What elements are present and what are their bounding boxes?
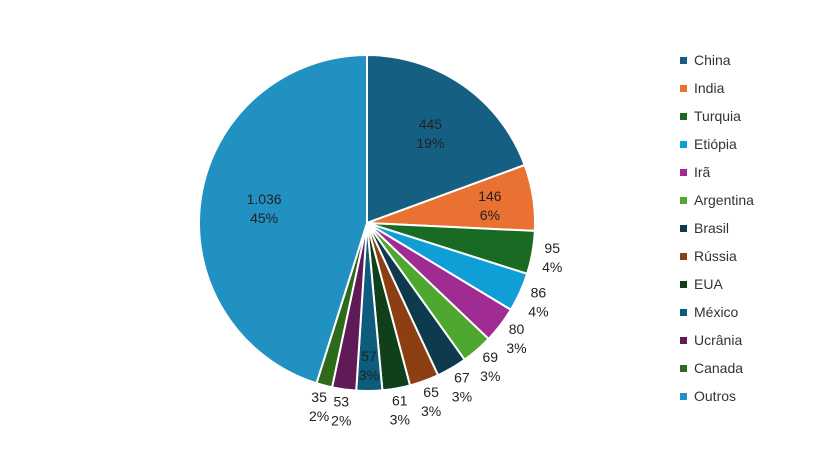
legend-label: Argentina	[694, 192, 754, 208]
legend-label: Etiópia	[694, 136, 737, 152]
data-label-china: 445 19%	[416, 116, 444, 151]
legend-label: México	[694, 304, 739, 320]
legend-swatch	[680, 392, 687, 400]
data-label-turquia: 95 4%	[542, 240, 562, 275]
legend-item-russia: Rússia	[680, 242, 754, 270]
legend-item-mexico: México	[680, 298, 754, 326]
data-label-india: 146 6%	[478, 188, 502, 223]
legend-label: China	[694, 52, 731, 68]
legend-item-ucrania: Ucrânia	[680, 326, 754, 354]
legend-swatch	[680, 84, 687, 92]
legend-label: Canada	[694, 360, 744, 376]
legend-item-eua: EUA	[680, 270, 754, 298]
data-label-argentina: 69 3%	[480, 349, 500, 384]
legend-item-china: China	[680, 46, 754, 74]
legend-swatch	[680, 56, 687, 64]
legend-item-ira: Irã	[680, 158, 754, 186]
legend-swatch	[680, 112, 687, 120]
legend-item-argentina: Argentina	[680, 186, 754, 214]
legend-label: Irã	[694, 164, 711, 180]
legend-label: Outros	[694, 388, 737, 404]
legend-label: Rússia	[694, 248, 737, 264]
data-label-etiopia: 86 4%	[528, 285, 548, 320]
legend-swatch	[680, 336, 687, 344]
legend-item-turquia: Turquia	[680, 102, 754, 130]
data-label-russia: 65 3%	[421, 384, 441, 419]
legend-swatch	[680, 280, 687, 288]
legend-swatch	[680, 168, 687, 176]
data-label-eua: 61 3%	[390, 392, 410, 427]
legend-swatch	[680, 252, 687, 260]
legend-swatch	[680, 364, 687, 372]
legend-item-canada: Canada	[680, 354, 754, 382]
legend-item-etiopia: Etiópia	[680, 130, 754, 158]
legend-item-outros: Outros	[680, 382, 754, 410]
legend-swatch	[680, 196, 687, 204]
legend-swatch	[680, 308, 687, 316]
data-label-ira: 80 3%	[506, 321, 526, 356]
data-label-ucrania: 53 2%	[331, 393, 351, 428]
data-label-outros: 1.036 45%	[247, 191, 282, 226]
data-label-brasil: 67 3%	[452, 370, 472, 405]
data-label-canada: 35 2%	[309, 389, 329, 424]
legend-label: Ucrânia	[694, 332, 743, 348]
legend-label: Turquia	[694, 108, 741, 124]
legend-label: Brasil	[694, 220, 730, 236]
legend-swatch	[680, 140, 687, 148]
legend-item-brasil: Brasil	[680, 214, 754, 242]
data-label-mexico: 57 3%	[359, 348, 379, 383]
legend-swatch	[680, 224, 687, 232]
legend-label: EUA	[694, 276, 723, 292]
chart-legend: China India Turquia Etiópia Irã Argentina Bras…	[680, 46, 754, 410]
pie-slice-china	[366, 53, 526, 225]
legend-item-india: India	[680, 74, 754, 102]
legend-label: India	[694, 80, 725, 96]
pie-slice-outros	[198, 53, 368, 385]
